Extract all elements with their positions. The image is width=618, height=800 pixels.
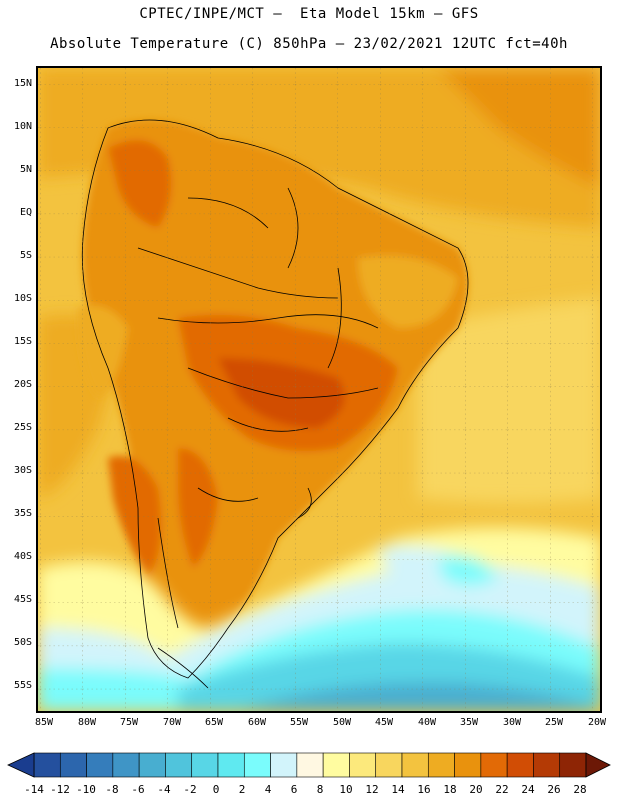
colorbar-label: 0 <box>212 783 220 796</box>
colorbar-swatch <box>427 752 455 778</box>
lon-label: 80W <box>77 717 97 728</box>
lat-label: EQ <box>19 207 32 218</box>
colorbar-swatch <box>59 752 87 778</box>
colorbar-label: -12 <box>50 783 70 796</box>
colorbar-label: 26 <box>547 783 561 796</box>
lon-label: 50W <box>332 717 352 728</box>
lon-label: 45W <box>374 717 394 728</box>
colorbar-swatch <box>86 752 114 778</box>
lat-label: 45S <box>13 594 32 605</box>
colorbar-label: 24 <box>521 783 535 796</box>
colorbar-swatch <box>454 752 482 778</box>
lat-label: 55S <box>13 680 32 691</box>
colorbar-swatch <box>480 752 508 778</box>
lon-label: 85W <box>34 717 54 728</box>
colorbar-swatch <box>322 752 350 778</box>
colorbar-swatch <box>559 752 587 778</box>
colorbar-swatch <box>401 752 429 778</box>
lon-label: 30W <box>502 717 522 728</box>
colorbar-swatch <box>138 752 166 778</box>
lon-label: 60W <box>247 717 267 728</box>
lon-label: 75W <box>119 717 139 728</box>
lat-label: 25S <box>13 422 32 433</box>
colorbar-label: -14 <box>24 783 44 796</box>
title-line-1: CPTEC/INPE/MCT – Eta Model 15km – GFS <box>139 6 479 22</box>
colorbar-swatch <box>375 752 403 778</box>
lat-label: 5N <box>19 164 32 175</box>
colorbar-swatch <box>506 752 534 778</box>
colorbar-swatch <box>270 752 298 778</box>
lon-label: 25W <box>544 717 564 728</box>
colorbar <box>7 752 611 778</box>
lat-label: 35S <box>13 508 32 519</box>
colorbar-swatch <box>112 752 140 778</box>
colorbar-label: -8 <box>105 783 119 796</box>
colorbar-label: 4 <box>264 783 272 796</box>
temperature-field <box>38 68 600 711</box>
colorbar-label: 28 <box>573 783 587 796</box>
colorbar-label: 18 <box>443 783 457 796</box>
colorbar-swatch <box>33 752 61 778</box>
colorbar-label: 22 <box>495 783 509 796</box>
lat-label: 15N <box>13 78 32 89</box>
lon-label: 20W <box>587 717 607 728</box>
temperature-map <box>36 66 602 713</box>
colorbar-right-arrow <box>585 752 611 778</box>
lat-label: 50S <box>13 637 32 648</box>
lon-label: 55W <box>289 717 309 728</box>
colorbar-swatch <box>296 752 324 778</box>
colorbar-label: -6 <box>131 783 145 796</box>
colorbar-label: -4 <box>157 783 171 796</box>
colorbar-swatch <box>349 752 377 778</box>
lon-label: 35W <box>459 717 479 728</box>
colorbar-swatch <box>243 752 271 778</box>
colorbar-swatch <box>165 752 193 778</box>
lat-label: 40S <box>13 551 32 562</box>
lat-label: 5S <box>19 250 32 261</box>
colorbar-label: 14 <box>391 783 405 796</box>
colorbar-label: 6 <box>290 783 298 796</box>
lat-label: 15S <box>13 336 32 347</box>
colorbar-swatch <box>533 752 561 778</box>
colorbar-swatch <box>191 752 219 778</box>
colorbar-label: 2 <box>238 783 246 796</box>
colorbar-label: 16 <box>417 783 431 796</box>
colorbar-label: 12 <box>365 783 379 796</box>
colorbar-label: -2 <box>183 783 197 796</box>
colorbar-label: 8 <box>316 783 324 796</box>
lat-label: 20S <box>13 379 32 390</box>
colorbar-label: 20 <box>469 783 483 796</box>
colorbar-left-arrow <box>7 752 35 778</box>
lon-label: 70W <box>162 717 182 728</box>
lat-label: 30S <box>13 465 32 476</box>
colorbar-label: -10 <box>76 783 96 796</box>
colorbar-label: 10 <box>339 783 353 796</box>
colorbar-swatch <box>217 752 245 778</box>
lat-label: 10S <box>13 293 32 304</box>
title-line-2: Absolute Temperature (C) 850hPa – 23/02/… <box>50 36 568 52</box>
lat-label: 10N <box>13 121 32 132</box>
lon-label: 40W <box>417 717 437 728</box>
lon-label: 65W <box>204 717 224 728</box>
